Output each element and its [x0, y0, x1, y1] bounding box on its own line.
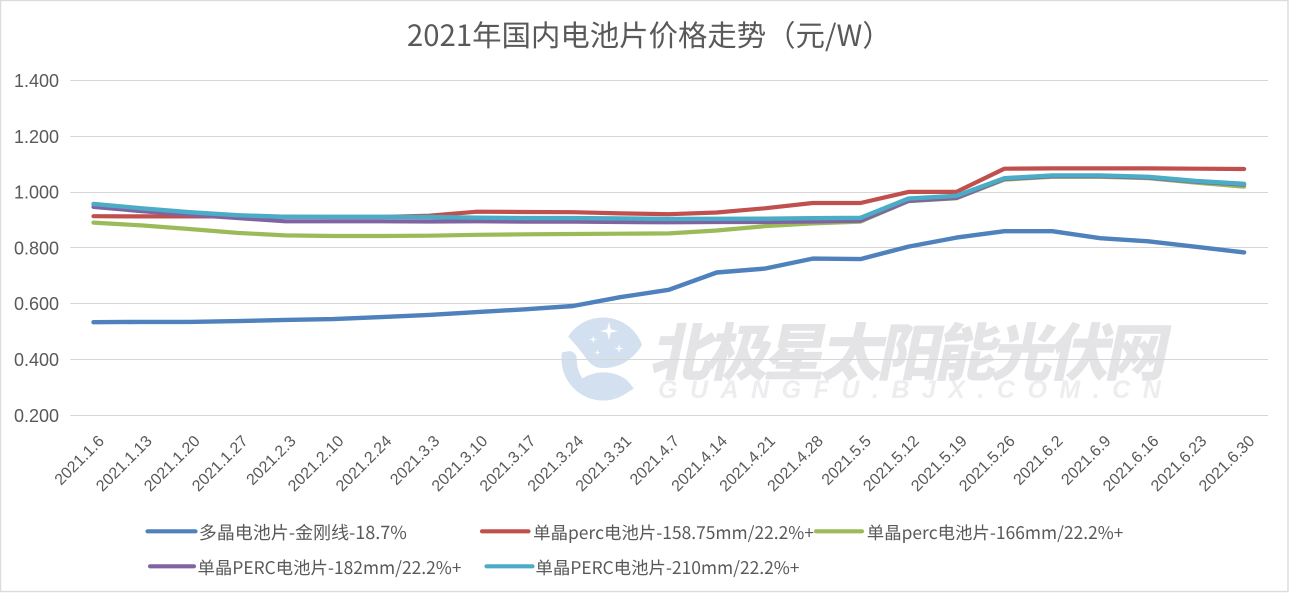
svg-text:1.200: 1.200: [14, 127, 59, 147]
svg-text:0.800: 0.800: [14, 238, 59, 258]
svg-text:GUANGFU.BJX.COM.CN: GUANGFU.BJX.COM.CN: [658, 376, 1173, 404]
svg-text:0.200: 0.200: [14, 406, 59, 426]
svg-text:0.600: 0.600: [14, 294, 59, 314]
svg-text:1.000: 1.000: [14, 183, 59, 203]
svg-text:1.400: 1.400: [14, 71, 59, 91]
svg-text:0.400: 0.400: [14, 350, 59, 370]
